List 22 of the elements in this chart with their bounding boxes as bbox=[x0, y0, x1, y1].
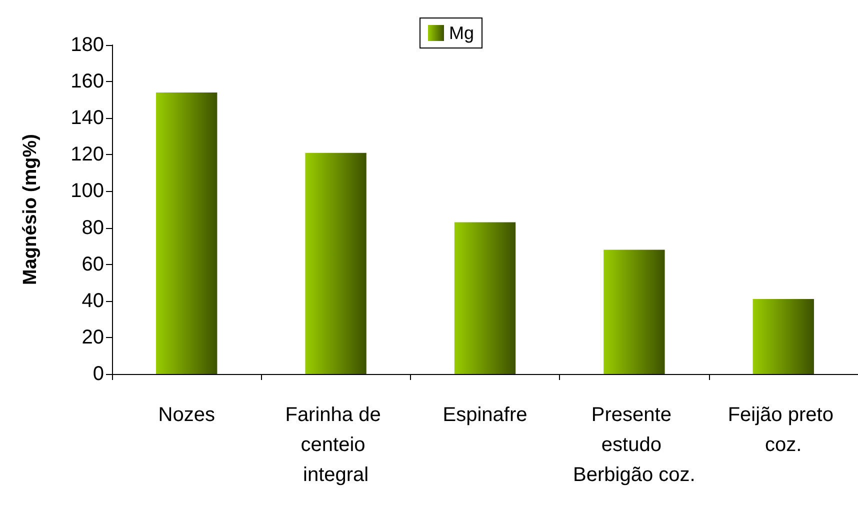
x-tick-label: Nozes bbox=[158, 404, 215, 426]
bar bbox=[156, 92, 218, 374]
y-tick-label: 80 bbox=[82, 216, 104, 239]
bar bbox=[305, 152, 366, 374]
x-tick-label: Farinha de centeio integral bbox=[285, 404, 386, 486]
bar bbox=[604, 250, 665, 374]
y-tick-label: 40 bbox=[82, 290, 104, 312]
y-tick-label: 140 bbox=[70, 107, 104, 130]
y-tick-label: 20 bbox=[82, 326, 104, 348]
y-tick-label: 0 bbox=[92, 363, 104, 385]
bar bbox=[454, 222, 516, 374]
y-tick-label: 60 bbox=[82, 253, 104, 276]
x-tick-label: Feijão preto coz. bbox=[728, 404, 839, 456]
legend-label: Mg bbox=[449, 23, 474, 43]
y-axis-title: Magnésio (mg%) bbox=[20, 134, 41, 285]
x-tick-label: Presente estudo Berbigão coz. bbox=[573, 404, 696, 486]
y-tick-label: 160 bbox=[70, 70, 104, 93]
x-tick-label: Espinafre bbox=[442, 404, 528, 426]
y-tick-label: 120 bbox=[70, 144, 104, 166]
y-tick-label: 100 bbox=[70, 180, 104, 202]
bar bbox=[752, 299, 814, 374]
y-tick-label: 180 bbox=[70, 34, 104, 56]
